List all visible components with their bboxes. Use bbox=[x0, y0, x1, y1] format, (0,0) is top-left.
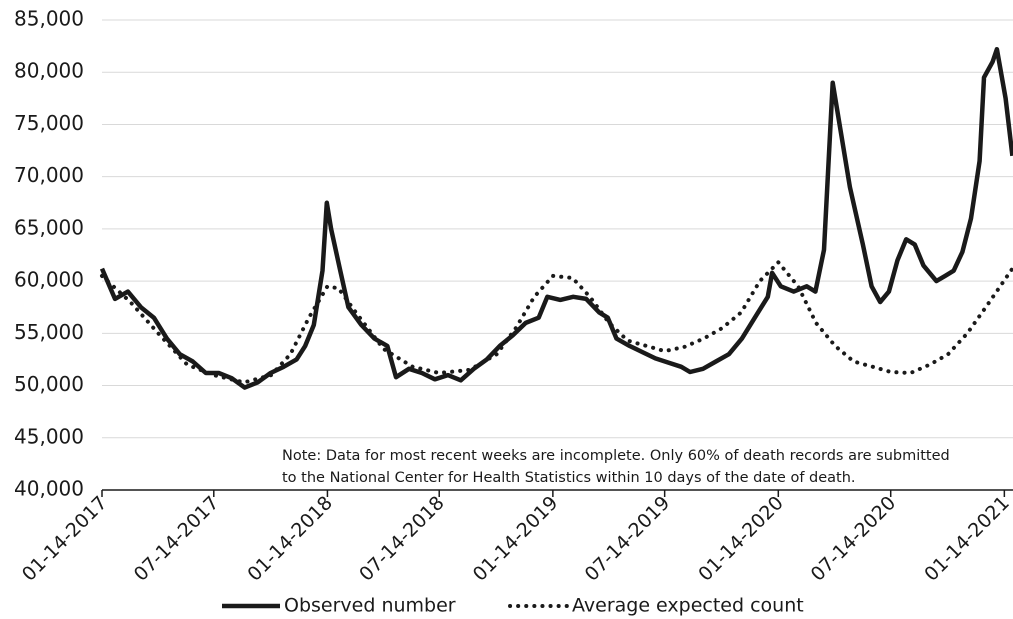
y-tick-label: 55,000 bbox=[14, 320, 84, 344]
x-tick-label: 01-14-2018 bbox=[243, 492, 337, 586]
x-tick-label: 07-14-2017 bbox=[130, 492, 224, 586]
x-tick-label: 07-14-2019 bbox=[581, 492, 675, 586]
legend-item: Observed number bbox=[222, 595, 456, 617]
y-tick-label: 65,000 bbox=[14, 215, 84, 239]
y-tick-label: 40,000 bbox=[14, 477, 84, 501]
legend-label: Average expected count bbox=[572, 595, 804, 617]
x-tick-label: 01-14-2020 bbox=[694, 492, 788, 586]
note-line: to the National Center for Health Statis… bbox=[282, 470, 856, 486]
y-tick-label: 80,000 bbox=[14, 59, 84, 83]
y-tick-label: 45,000 bbox=[14, 424, 84, 448]
legend-label: Observed number bbox=[284, 595, 456, 617]
x-tick-label: 01-14-2019 bbox=[469, 492, 563, 586]
x-tick-label: 07-14-2018 bbox=[355, 492, 449, 586]
y-tick-label: 85,000 bbox=[14, 7, 84, 31]
line-series bbox=[99, 46, 1013, 390]
y-tick-label: 60,000 bbox=[14, 268, 84, 292]
y-tick-label: 50,000 bbox=[14, 372, 84, 396]
y-tick-label: 70,000 bbox=[14, 163, 84, 187]
y-tick-label: 75,000 bbox=[14, 111, 84, 135]
note-line: Note: Data for most recent weeks are inc… bbox=[282, 448, 950, 464]
x-tick-label: 01-14-2017 bbox=[18, 492, 112, 586]
x-tick-label: 07-14-2020 bbox=[807, 492, 901, 586]
line-series bbox=[100, 260, 1013, 385]
legend-item: Average expected count bbox=[508, 595, 804, 617]
x-tick-label: 01-14-2021 bbox=[920, 492, 1013, 586]
